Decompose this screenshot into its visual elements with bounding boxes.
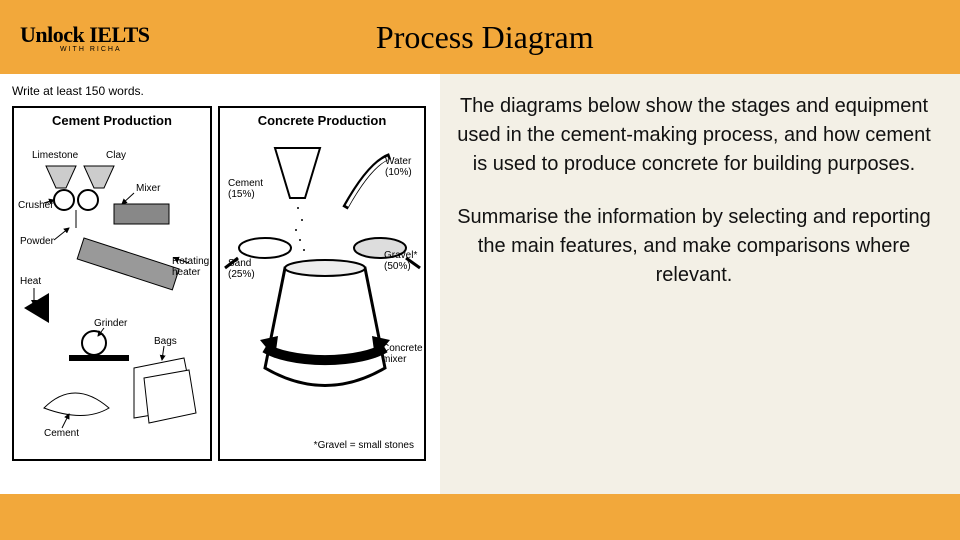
label-cement-out: Cement (44, 428, 79, 439)
concrete-panel-title: Concrete Production (220, 108, 424, 138)
label-concrete-mixer: Concrete mixer (382, 343, 428, 365)
header-bar: Unlock IELTS WITH RICHA Process Diagram (0, 0, 960, 74)
cement-diagram-svg (14, 108, 214, 463)
task-prompt: The diagrams below show the stages and e… (440, 74, 960, 494)
diagram-region: Write at least 150 words. Cement Product… (0, 74, 440, 494)
gravel-note: *Gravel = small stones (314, 440, 414, 451)
label-crusher: Crusher (18, 200, 54, 211)
prompt-paragraph-2: Summarise the information by selecting a… (448, 203, 940, 290)
logo-block: Unlock IELTS WITH RICHA (20, 22, 150, 53)
concrete-panel: Concrete Production (218, 106, 426, 461)
cement-panel-title: Cement Production (14, 108, 210, 138)
logo-main: Unlock IELTS (20, 22, 150, 48)
label-gravel: Gravel* (50%) (384, 250, 426, 272)
label-bags: Bags (154, 336, 177, 347)
footer-bar (0, 494, 960, 540)
label-mixer: Mixer (136, 183, 160, 194)
label-rotating-heater: Rotating heater (172, 256, 212, 278)
cement-panel: Cement Production (12, 106, 212, 461)
label-water: Water (10%) (385, 156, 423, 178)
label-cement-in: Cement (15%) (228, 178, 270, 200)
label-powder: Powder (20, 236, 54, 247)
label-heat: Heat (20, 276, 41, 287)
label-limestone: Limestone (32, 150, 78, 161)
label-clay: Clay (106, 150, 126, 161)
word-instruction: Write at least 150 words. (12, 84, 432, 98)
logo-sub: WITH RICHA (60, 46, 150, 53)
page-title: Process Diagram (150, 19, 820, 56)
label-grinder: Grinder (94, 318, 127, 329)
label-sand: Sand (25%) (228, 258, 264, 280)
prompt-paragraph-1: The diagrams below show the stages and e… (448, 92, 940, 179)
diagram-panels: Cement Production (12, 106, 432, 461)
content-region: Write at least 150 words. Cement Product… (0, 74, 960, 494)
